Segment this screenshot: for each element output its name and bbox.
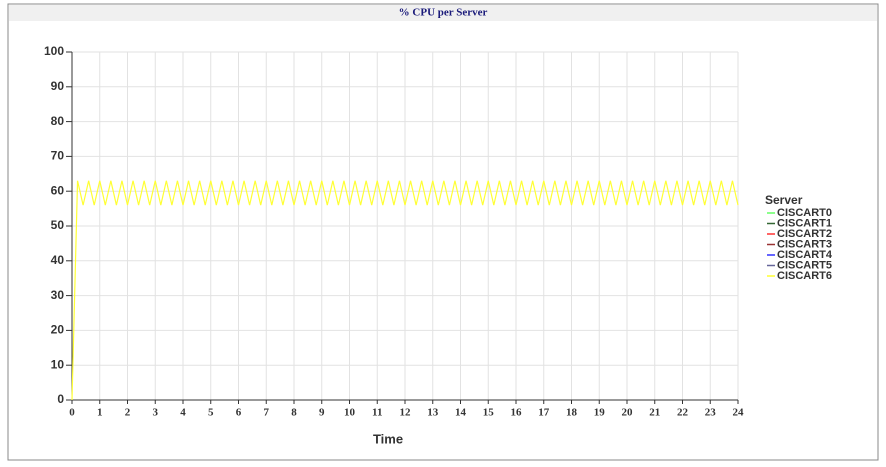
frame (7, 3, 879, 461)
x-tick-label: 14 (455, 407, 467, 419)
legend-label: CISCART2 (777, 228, 832, 240)
x-tick-label: 23 (705, 407, 717, 419)
legend-label: CISCART1 (777, 217, 832, 229)
legend-label: CISCART5 (777, 259, 832, 271)
x-tick-label: 24 (733, 407, 745, 419)
x-tick-label: 22 (677, 407, 689, 419)
x-tick-label: 16 (511, 407, 523, 419)
x-tick-label: 6 (236, 407, 242, 419)
x-tick-label: 11 (372, 407, 382, 419)
x-tick-label: 1 (97, 407, 103, 419)
y-tick-label: 0 (57, 392, 64, 406)
y-tick-label: 20 (51, 323, 65, 337)
x-tick-label: 10 (344, 407, 356, 419)
x-tick-label: 17 (538, 407, 550, 419)
x-tick-label: 13 (427, 407, 439, 419)
legend-label: CISCART6 (777, 270, 832, 282)
legend-label: CISCART3 (777, 238, 832, 250)
x-tick-label: 8 (291, 407, 297, 419)
x-tick-label: 5 (208, 407, 214, 419)
y-tick-label: 100 (44, 44, 64, 58)
x-tick-label: 3 (153, 407, 159, 419)
legend-label: CISCART4 (777, 249, 833, 261)
x-tick-label: 15 (483, 407, 495, 419)
y-tick-label: 60 (51, 183, 65, 197)
y-tick-label: 30 (51, 288, 65, 302)
x-tick-label: 4 (180, 407, 186, 419)
x-tick-label: 2 (125, 407, 131, 419)
legend-title: Server (765, 193, 803, 207)
y-tick-label: 10 (51, 357, 65, 371)
series-line (71, 180, 739, 401)
x-tick-label: 21 (649, 407, 660, 419)
legend-label: CISCART0 (777, 207, 832, 219)
y-tick-label: 90 (51, 79, 65, 93)
y-tick-label: 40 (51, 253, 65, 267)
x-tick-label: 0 (69, 407, 75, 419)
x-tick-label: 9 (319, 407, 325, 419)
x-tick-label: 7 (264, 407, 270, 419)
chart-title: % CPU per Server (399, 7, 488, 19)
x-tick-label: 19 (594, 407, 606, 419)
y-tick-label: 80 (51, 114, 65, 128)
x-tick-label: 12 (400, 407, 412, 419)
x-axis-label: Time (373, 431, 403, 446)
x-tick-label: 18 (566, 407, 578, 419)
title-bar (9, 5, 877, 21)
x-tick-label: 20 (622, 407, 634, 419)
y-tick-label: 70 (51, 149, 65, 163)
y-tick-label: 50 (51, 218, 65, 232)
